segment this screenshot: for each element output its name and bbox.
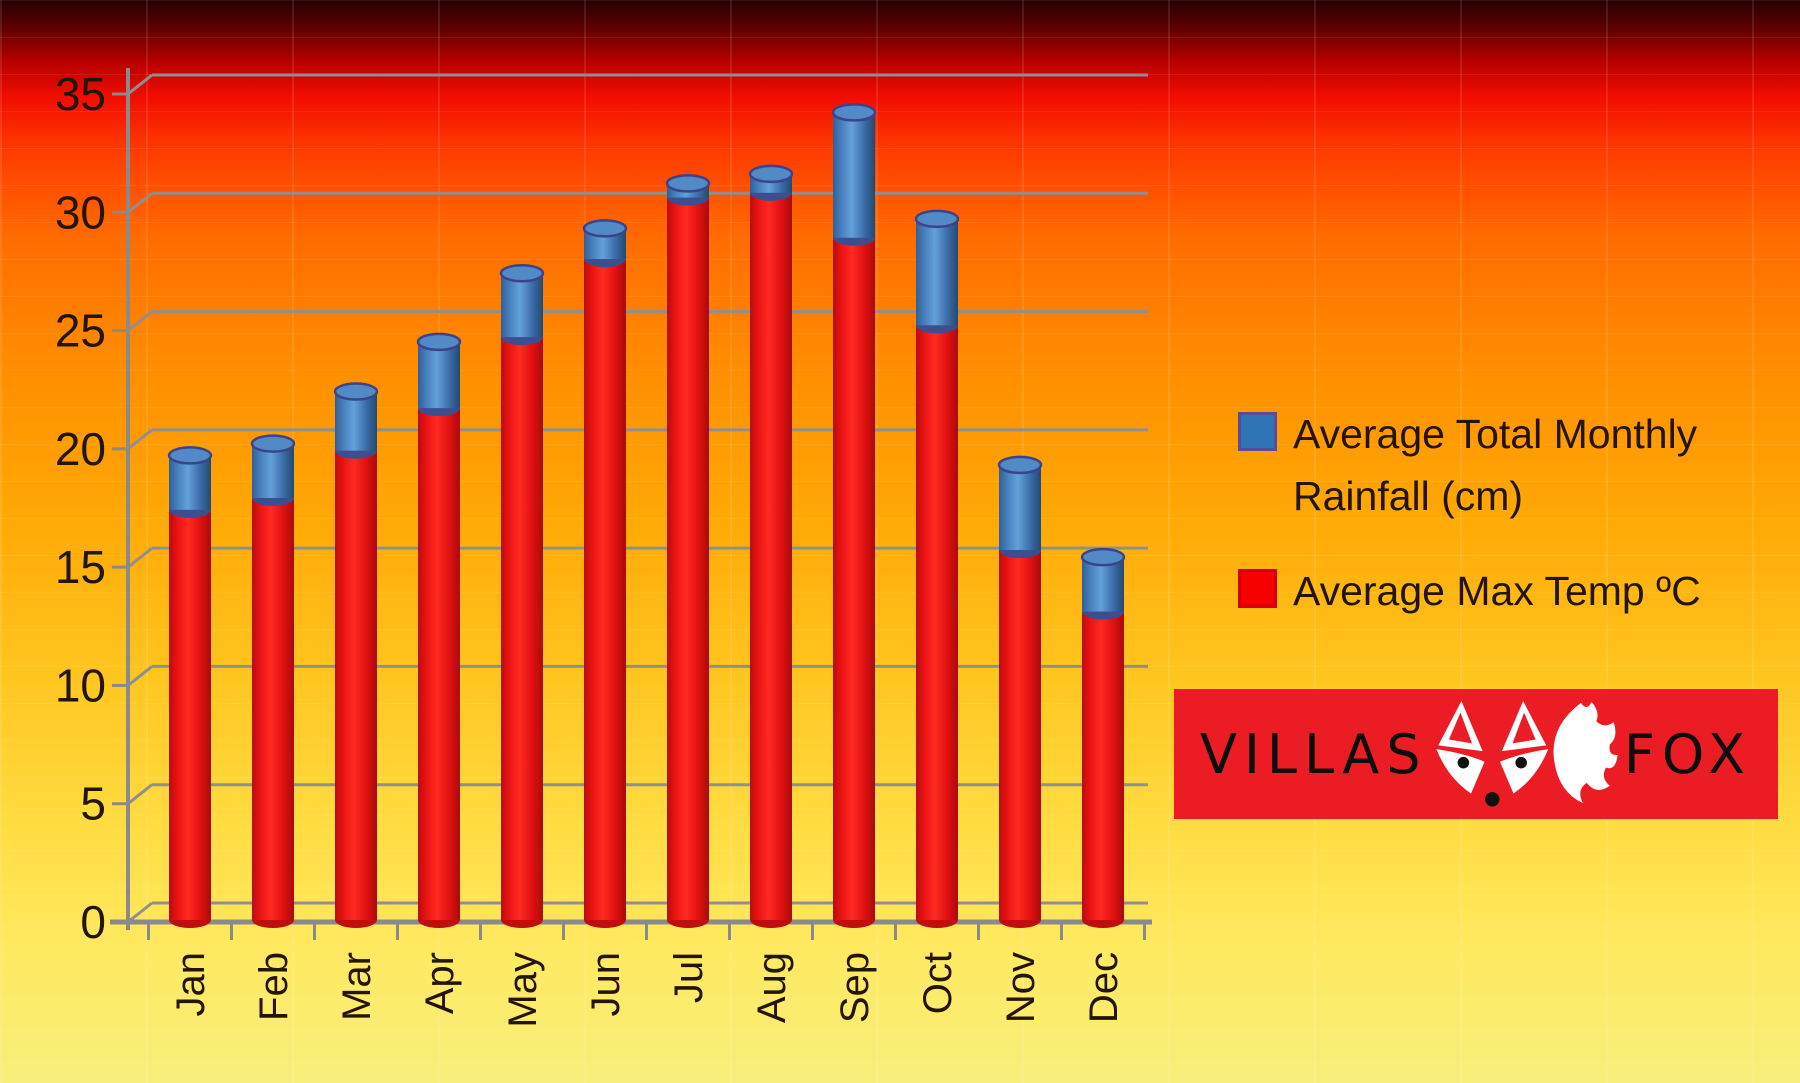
bar-mar <box>333 382 379 928</box>
y-axis-label: 25 <box>55 305 106 357</box>
villas-fox-logo: VILLAS FOX <box>1174 689 1778 819</box>
bar-jan <box>167 446 213 928</box>
x-axis-label-oct: Oct <box>916 952 960 1014</box>
y-axis-label: 35 <box>55 68 106 120</box>
bar-jul <box>665 174 711 928</box>
temp-segment-aug <box>750 192 792 920</box>
x-axis-label-sep: Sep <box>833 952 877 1023</box>
temp-segment-may <box>501 337 543 920</box>
legend-item-rainfall: Average Total Monthly Rainfall (cm) <box>1238 404 1798 527</box>
logo-word-villas: VILLAS <box>1200 722 1428 786</box>
temp-segment-dec <box>1082 611 1124 920</box>
bar-aug <box>748 164 794 928</box>
temp-segment-jan <box>169 509 211 920</box>
x-axis-label-apr: Apr <box>418 952 462 1014</box>
bar-nov <box>997 455 1043 928</box>
bar-dec <box>1080 547 1126 928</box>
bar-apr <box>416 332 462 928</box>
x-axis-label-nov: Nov <box>999 952 1043 1023</box>
fox-icon <box>1436 701 1618 807</box>
temp-segment-apr <box>418 408 460 920</box>
y-axis-label: 0 <box>80 896 106 948</box>
chart-legend: Average Total Monthly Rainfall (cm) Aver… <box>1238 404 1798 657</box>
gridline-depth-connector <box>127 783 153 805</box>
y-axis-label: 20 <box>55 423 106 475</box>
gridline-depth-connector <box>127 901 153 924</box>
bar-feb <box>250 434 296 928</box>
logo-word-fox: FOX <box>1623 722 1752 786</box>
bar-jun <box>582 219 628 928</box>
x-axis-label-jan: Jan <box>169 952 213 1017</box>
temp-segment-jun <box>584 259 626 921</box>
gridline-depth-connector <box>127 310 153 332</box>
rainfall-segment-oct <box>916 218 958 326</box>
gridline-depth-connector <box>127 428 153 451</box>
temp-segment-feb <box>252 498 294 920</box>
bar-sep <box>831 103 877 928</box>
temp-legend-label: Average Max Temp ºC <box>1293 568 1701 614</box>
gridline-depth-connector <box>127 546 153 569</box>
x-axis-label-jun: Jun <box>584 952 628 1017</box>
y-axis-label: 5 <box>80 778 106 830</box>
x-axis-label-dec: Dec <box>1082 952 1126 1023</box>
bar-may <box>499 264 545 928</box>
x-axis-label-jul: Jul <box>667 952 711 1003</box>
y-axis-label: 10 <box>55 659 106 711</box>
rainfall-segment-may <box>501 273 543 338</box>
temp-segment-nov <box>999 550 1041 920</box>
temp-segment-mar <box>335 450 377 920</box>
gridline-depth-connector <box>127 73 153 96</box>
rainfall-segment-apr <box>418 341 460 409</box>
rainfall-segment-sep <box>833 112 875 238</box>
legend-item-temp: Average Max Temp ºC <box>1238 561 1798 623</box>
gridline-depth-connector <box>127 192 153 214</box>
rainfall-segment-nov <box>999 464 1041 551</box>
bar-oct <box>914 209 960 928</box>
x-axis-label-mar: Mar <box>335 952 379 1021</box>
x-axis-label-feb: Feb <box>252 952 296 1021</box>
rainfall-legend-swatch <box>1238 412 1277 451</box>
y-axis-label: 15 <box>55 541 106 593</box>
temp-segment-sep <box>833 237 875 920</box>
x-axis-label-may: May <box>501 952 545 1028</box>
gridline-depth-connector <box>127 665 153 687</box>
temp-segment-jul <box>667 197 709 920</box>
y-axis-label: 30 <box>55 186 106 238</box>
temp-segment-oct <box>916 325 958 920</box>
rainfall-legend-label: Average Total Monthly Rainfall (cm) <box>1293 411 1698 519</box>
temp-legend-swatch <box>1238 569 1277 608</box>
rainfall-segment-mar <box>335 391 377 451</box>
x-axis-label-aug: Aug <box>750 952 794 1023</box>
